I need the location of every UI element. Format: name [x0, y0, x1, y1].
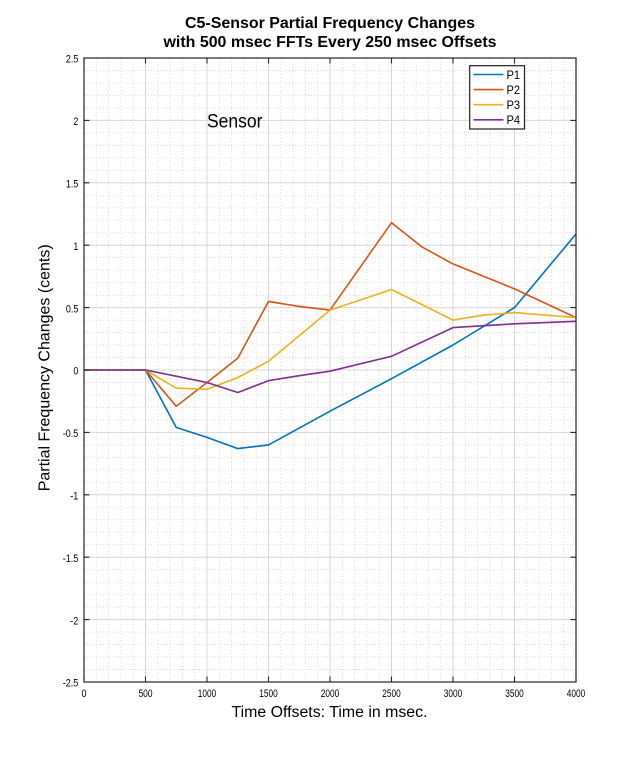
- svg-text:P3: P3: [507, 98, 521, 112]
- svg-text:3500: 3500: [505, 688, 523, 700]
- svg-text:P1: P1: [507, 68, 521, 82]
- svg-text:4000: 4000: [567, 688, 585, 700]
- svg-text:-1: -1: [70, 491, 78, 503]
- svg-text:-1.5: -1.5: [63, 553, 79, 565]
- svg-text:P2: P2: [507, 83, 521, 97]
- svg-text:-0.5: -0.5: [63, 428, 79, 440]
- svg-text:-2.5: -2.5: [63, 678, 79, 690]
- svg-text:2500: 2500: [382, 688, 400, 700]
- svg-text:with 500 msec FFTs Every 250 m: with 500 msec FFTs Every 250 msec Offset…: [163, 34, 497, 51]
- svg-text:Sensor: Sensor: [207, 110, 263, 132]
- svg-text:C5-Sensor Partial Frequency Ch: C5-Sensor Partial Frequency Changes: [185, 15, 475, 32]
- svg-text:1000: 1000: [198, 688, 216, 700]
- svg-text:500: 500: [139, 688, 153, 700]
- svg-text:2.5: 2.5: [66, 54, 78, 66]
- svg-text:1500: 1500: [259, 688, 277, 700]
- svg-text:2000: 2000: [321, 688, 339, 700]
- svg-text:1.5: 1.5: [66, 179, 78, 191]
- svg-text:Partial Frequency Changes (cen: Partial Frequency Changes (cents): [37, 244, 54, 491]
- svg-text:1: 1: [73, 241, 78, 253]
- svg-text:Time Offsets: Time in msec.: Time Offsets: Time in msec.: [232, 704, 428, 721]
- svg-text:0: 0: [73, 366, 78, 378]
- svg-text:3000: 3000: [444, 688, 462, 700]
- svg-text:2: 2: [73, 116, 78, 128]
- svg-text:0: 0: [82, 688, 87, 700]
- svg-text:-2: -2: [70, 615, 78, 627]
- svg-text:0.5: 0.5: [66, 303, 78, 315]
- svg-text:P4: P4: [507, 113, 521, 127]
